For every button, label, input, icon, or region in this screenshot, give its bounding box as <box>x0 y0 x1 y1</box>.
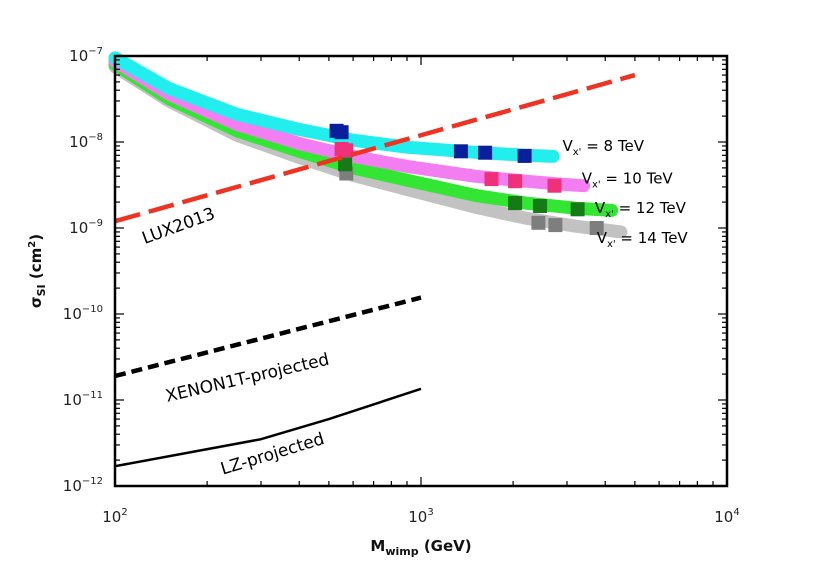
y-tick-label: 10−10 <box>63 304 103 323</box>
band-label-vx-8-tev: Vx' = 8 TeV <box>563 137 645 158</box>
x-tick-label: 102 <box>102 507 127 526</box>
marker-vx-12-tev-3 <box>570 202 585 217</box>
band-label-vx-10-tev: Vx' = 10 TeV <box>582 169 674 190</box>
y-tick-label: 10−9 <box>69 218 103 237</box>
x-tick-label: 103 <box>408 507 433 526</box>
marker-vx-12-tev-1 <box>508 196 523 211</box>
x-tick-label: 104 <box>714 507 739 526</box>
axis-ticks <box>114 55 728 487</box>
tick-labels: Vx' = 8 TeV Vx' = 10 TeV Vx' = 12 TeV Vx' =… <box>63 46 740 526</box>
x-axis-title: Mwimp (GeV) <box>370 537 471 558</box>
line-lz-projected <box>114 387 422 468</box>
marker-vx-10-tev-4 <box>547 178 562 193</box>
marker-vx-8-tev-3 <box>478 145 493 160</box>
marker-vx-14-tev-1 <box>531 215 546 230</box>
band-label-vx-14-tev: Vx' = 14 TeV <box>597 229 689 250</box>
line-xenon1t-projected <box>114 295 422 379</box>
y-tick-label: 10−11 <box>63 390 103 409</box>
marker-vx-8-tev-1 <box>334 125 349 140</box>
y-tick-label: 10−7 <box>69 46 103 65</box>
band-vx-10-tev <box>108 54 591 193</box>
y-tick-label: 10−12 <box>63 476 103 495</box>
band-label-vx-12-tev: Vx' = 12 TeV <box>595 199 687 220</box>
marker-vx-10-tev-3 <box>508 174 523 189</box>
marker-vx-12-tev-0 <box>338 157 353 172</box>
y-axis-title: σSI (cm2) <box>27 234 48 308</box>
marker-vx-12-tev-2 <box>533 199 548 213</box>
line-lux2013 <box>114 72 636 224</box>
y-tick-label: 10−8 <box>69 132 103 151</box>
band-vx-8-tev <box>108 51 560 163</box>
marker-vx-10-tev-1 <box>339 143 354 158</box>
marker-vx-14-tev-3 <box>589 221 604 235</box>
marker-vx-10-tev-2 <box>484 172 499 187</box>
marker-vx-8-tev-4 <box>517 148 532 163</box>
marker-vx-8-tev-2 <box>453 144 468 159</box>
marker-vx-14-tev-2 <box>548 218 563 233</box>
